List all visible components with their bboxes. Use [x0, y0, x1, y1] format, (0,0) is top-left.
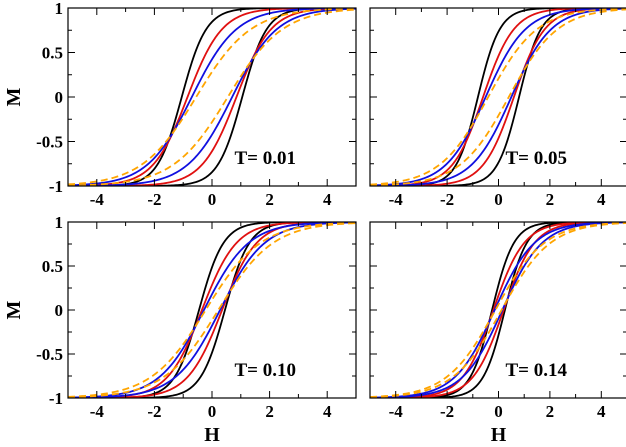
- x-tick-label: 2: [265, 190, 274, 209]
- y-tick-label: 1: [55, 213, 64, 232]
- x-tick-label: 0: [494, 402, 503, 421]
- y-tick-label: 0.5: [42, 44, 63, 63]
- y-tick-label: -1: [49, 389, 63, 408]
- temperature-label: T= 0.01: [235, 148, 297, 169]
- series-3-lower-branch: [68, 8, 356, 186]
- series-1-upper-branch: [370, 8, 626, 186]
- series-3-lower-branch: [370, 8, 626, 186]
- temperature-label: T= 0.10: [235, 360, 297, 381]
- series-4-lower-branch: [370, 222, 626, 398]
- series-1-lower-branch: [68, 222, 356, 398]
- x-tick-label: -2: [440, 190, 454, 209]
- series-2-lower-branch: [68, 8, 356, 186]
- series-4-lower-branch: [370, 8, 626, 186]
- x-tick-label: 0: [208, 402, 217, 421]
- series-3-upper-branch: [370, 222, 626, 398]
- series-2-upper-branch: [370, 222, 626, 398]
- series-3-lower-branch: [370, 222, 626, 398]
- x-tick-label: 4: [323, 190, 332, 209]
- series-1-lower-branch: [68, 8, 356, 186]
- y-tick-label: 1: [55, 0, 64, 18]
- plot-frame: [369, 221, 626, 399]
- y-axis-title: M: [3, 300, 25, 319]
- series-4-lower-branch: [68, 222, 356, 398]
- series-2-lower-branch: [370, 8, 626, 186]
- y-tick-label: 0.5: [42, 257, 63, 276]
- series-4-upper-branch: [370, 8, 626, 186]
- x-axis-title: H: [204, 424, 220, 446]
- series-2-lower-branch: [370, 222, 626, 398]
- x-tick-label: 0: [208, 190, 217, 209]
- panel-2: -4 -2 0 2 4 T= 0.05: [369, 7, 626, 209]
- y-tick-label: -1: [49, 177, 63, 196]
- panel-1: -4 -2 0 2 4 -1 -0.5 0 0.5 1 M T= 0.01: [3, 0, 357, 209]
- series-1-lower-branch: [370, 222, 626, 398]
- series-2-upper-branch: [370, 8, 626, 186]
- x-tick-label: -2: [147, 402, 161, 421]
- temperature-label: T= 0.14: [506, 360, 568, 381]
- series-1-upper-branch: [68, 8, 356, 186]
- curves-group: [370, 222, 626, 398]
- plot-frame: [67, 221, 357, 399]
- plot-frame: [67, 7, 357, 187]
- x-tick-label: -4: [389, 402, 404, 421]
- y-tick-label: 0: [55, 301, 64, 320]
- x-axis-title: H: [491, 424, 507, 446]
- x-tick-label: 2: [546, 190, 555, 209]
- x-tick-label: -4: [90, 402, 105, 421]
- temperature-label: T= 0.05: [506, 148, 568, 169]
- panel-3: -4 -2 0 2 4 -1 -0.5 0 0.5 1 M H T= 0.10: [3, 213, 357, 446]
- x-tick-label: -4: [90, 190, 105, 209]
- series-3-upper-branch: [370, 8, 626, 186]
- x-tick-label: -2: [440, 402, 454, 421]
- series-1-upper-branch: [370, 222, 626, 398]
- y-tick-label: -0.5: [36, 133, 63, 152]
- series-3-upper-branch: [68, 8, 356, 186]
- y-axis-title: M: [3, 87, 25, 106]
- x-tick-label: 2: [546, 402, 555, 421]
- x-tick-label: -2: [147, 190, 161, 209]
- series-2-upper-branch: [68, 222, 356, 398]
- x-tick-label: 4: [597, 402, 606, 421]
- x-tick-label: 2: [265, 402, 274, 421]
- y-tick-label: 0: [55, 88, 64, 107]
- series-1-lower-branch: [370, 8, 626, 186]
- curves-group: [68, 8, 356, 186]
- series-2-lower-branch: [68, 222, 356, 398]
- series-4-upper-branch: [68, 222, 356, 398]
- curves-group: [68, 222, 356, 398]
- series-1-upper-branch: [68, 222, 356, 398]
- series-3-upper-branch: [68, 222, 356, 398]
- panel-4: -4 -2 0 2 4 H T= 0.14: [369, 221, 626, 446]
- y-tick-label: -0.5: [36, 345, 63, 364]
- x-tick-label: 0: [494, 190, 503, 209]
- series-4-lower-branch: [68, 8, 356, 186]
- plot-frame: [369, 7, 626, 187]
- x-tick-label: 4: [323, 402, 332, 421]
- series-4-upper-branch: [68, 8, 356, 186]
- curves-group: [370, 8, 626, 186]
- x-tick-label: -4: [389, 190, 404, 209]
- x-tick-label: 4: [597, 190, 606, 209]
- series-2-upper-branch: [68, 8, 356, 186]
- series-3-lower-branch: [68, 222, 356, 398]
- series-4-upper-branch: [370, 222, 626, 398]
